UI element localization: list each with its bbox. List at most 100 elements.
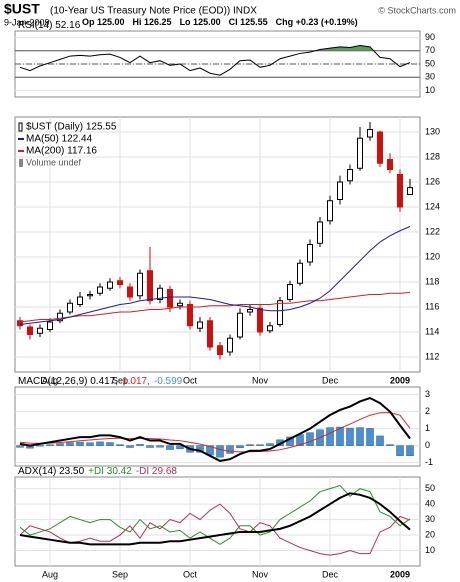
candle-body: [37, 327, 43, 334]
candle-body: [47, 321, 53, 330]
series-line: [19, 396, 411, 462]
candle-body: [97, 286, 103, 294]
histogram-bar: [86, 442, 94, 446]
y-tick-label: 114: [425, 326, 439, 336]
candle-body: [167, 289, 173, 308]
panel-frame: [14, 476, 421, 567]
legend-label: RSI(14) 52.16: [18, 20, 81, 31]
histogram-bar: [76, 441, 84, 446]
x-tick-label: Nov: [252, 569, 269, 579]
series-line: [19, 45, 411, 76]
histogram-bar: [106, 442, 114, 446]
quote-item: Lo 125.00: [180, 17, 221, 27]
y-tick-label: 1: [425, 423, 430, 433]
histogram-bar: [146, 445, 154, 448]
candle-body: [277, 300, 283, 325]
histogram-bar: [156, 445, 164, 448]
candle-body: [327, 200, 333, 222]
y-tick-label: -1: [425, 457, 433, 467]
candle-body: [247, 309, 253, 313]
y-tick-label: 118: [425, 276, 439, 286]
candle-body: [157, 287, 163, 300]
candle-body: [57, 312, 63, 322]
histogram-bar: [226, 445, 234, 454]
histogram-bar: [386, 444, 394, 446]
x-tick-label: Oct: [183, 569, 198, 579]
candle-body: [297, 262, 303, 284]
y-tick-label: 130: [425, 126, 440, 136]
y-tick-label: 10: [425, 545, 435, 555]
candle-body: [307, 244, 313, 263]
candle-body: [377, 131, 383, 164]
panel-legend: RSI(14) 52.16: [18, 20, 81, 31]
x-tick-label: Oct: [183, 375, 198, 385]
quote-item: Hi 126.25: [133, 17, 172, 27]
series-line: [19, 292, 411, 323]
y-tick-label: 90: [425, 32, 435, 42]
y-tick-label: 20: [425, 529, 435, 539]
histogram-bar: [36, 445, 44, 447]
x-tick-label: Aug: [42, 569, 58, 579]
histogram-bar: [246, 444, 254, 446]
legend-label: ADX(14) 23.50: [18, 466, 85, 477]
histogram-bar: [356, 427, 364, 446]
y-tick-label: 124: [425, 201, 440, 211]
legend-label: MA(50) 122.44: [26, 134, 93, 145]
x-tick-label: Dec: [322, 375, 339, 385]
series-line: [19, 503, 411, 556]
legend-label: +DI 30.42: [88, 466, 132, 477]
candle-body: [207, 320, 213, 348]
x-tick-label: 2009: [390, 375, 410, 385]
y-tick-label: 30: [425, 72, 435, 82]
candle-body: [407, 187, 413, 195]
candle-body: [147, 270, 153, 302]
candle-body: [87, 294, 93, 297]
x-tick-label: Nov: [252, 375, 269, 385]
y-tick-label: 40: [425, 498, 435, 508]
candle-body: [187, 304, 193, 327]
candle-body: [337, 181, 343, 200]
candle-body: [397, 174, 403, 208]
candle-body: [127, 286, 133, 298]
candle-body: [367, 129, 373, 138]
panel-frame: [14, 116, 421, 373]
histogram-bar: [46, 444, 54, 446]
series-line: [19, 226, 411, 325]
legend-label: Volume undef: [26, 157, 82, 167]
y-tick-label: 3: [425, 389, 430, 399]
x-tick-label: Dec: [322, 569, 339, 579]
legend-label: -0.599: [154, 376, 183, 387]
candle-body: [77, 296, 83, 305]
x-tick-label: Aug: [42, 375, 58, 385]
panel-legend: ADX(14) 23.50 +DI 30.42 -DI 29.68: [18, 466, 177, 477]
x-tick-label: Sep: [112, 569, 128, 579]
histogram-bar: [126, 445, 134, 448]
x-tick-label: Sep: [112, 375, 128, 385]
x-tick-label: 2009: [390, 569, 410, 579]
candle-body: [257, 307, 263, 333]
histogram-bar: [376, 435, 384, 446]
y-tick-label: 70: [425, 45, 435, 55]
candle-body: [287, 284, 293, 300]
subtitle: (10-Year US Treasury Note Price (EOD)) I…: [50, 6, 257, 17]
series-line: [19, 492, 411, 546]
histogram-bar: [346, 427, 354, 446]
quote-line: Op 125.00 Hi 126.25 Lo 125.00 Cl 125.55 Chg …: [82, 17, 358, 27]
y-tick-label: 10: [425, 85, 435, 95]
candle-body: [227, 337, 233, 353]
y-tick-label: 112: [425, 351, 439, 361]
credit: © StockCharts.com: [378, 5, 456, 15]
candle-body: [67, 302, 73, 313]
candle-body: [347, 169, 353, 182]
candle-body: [217, 345, 223, 355]
histogram-bar: [266, 443, 274, 446]
histogram-bar: [306, 432, 314, 446]
panel-legend: MACD(12,26,9) 0.417, 1.017, -0.599: [18, 376, 183, 387]
candle-body: [17, 320, 23, 327]
series-line: [19, 412, 411, 453]
quote-item: Chg +0.23 (+0.19%): [276, 17, 358, 27]
histogram-bar: [16, 445, 24, 448]
y-tick-label: 122: [425, 226, 440, 236]
